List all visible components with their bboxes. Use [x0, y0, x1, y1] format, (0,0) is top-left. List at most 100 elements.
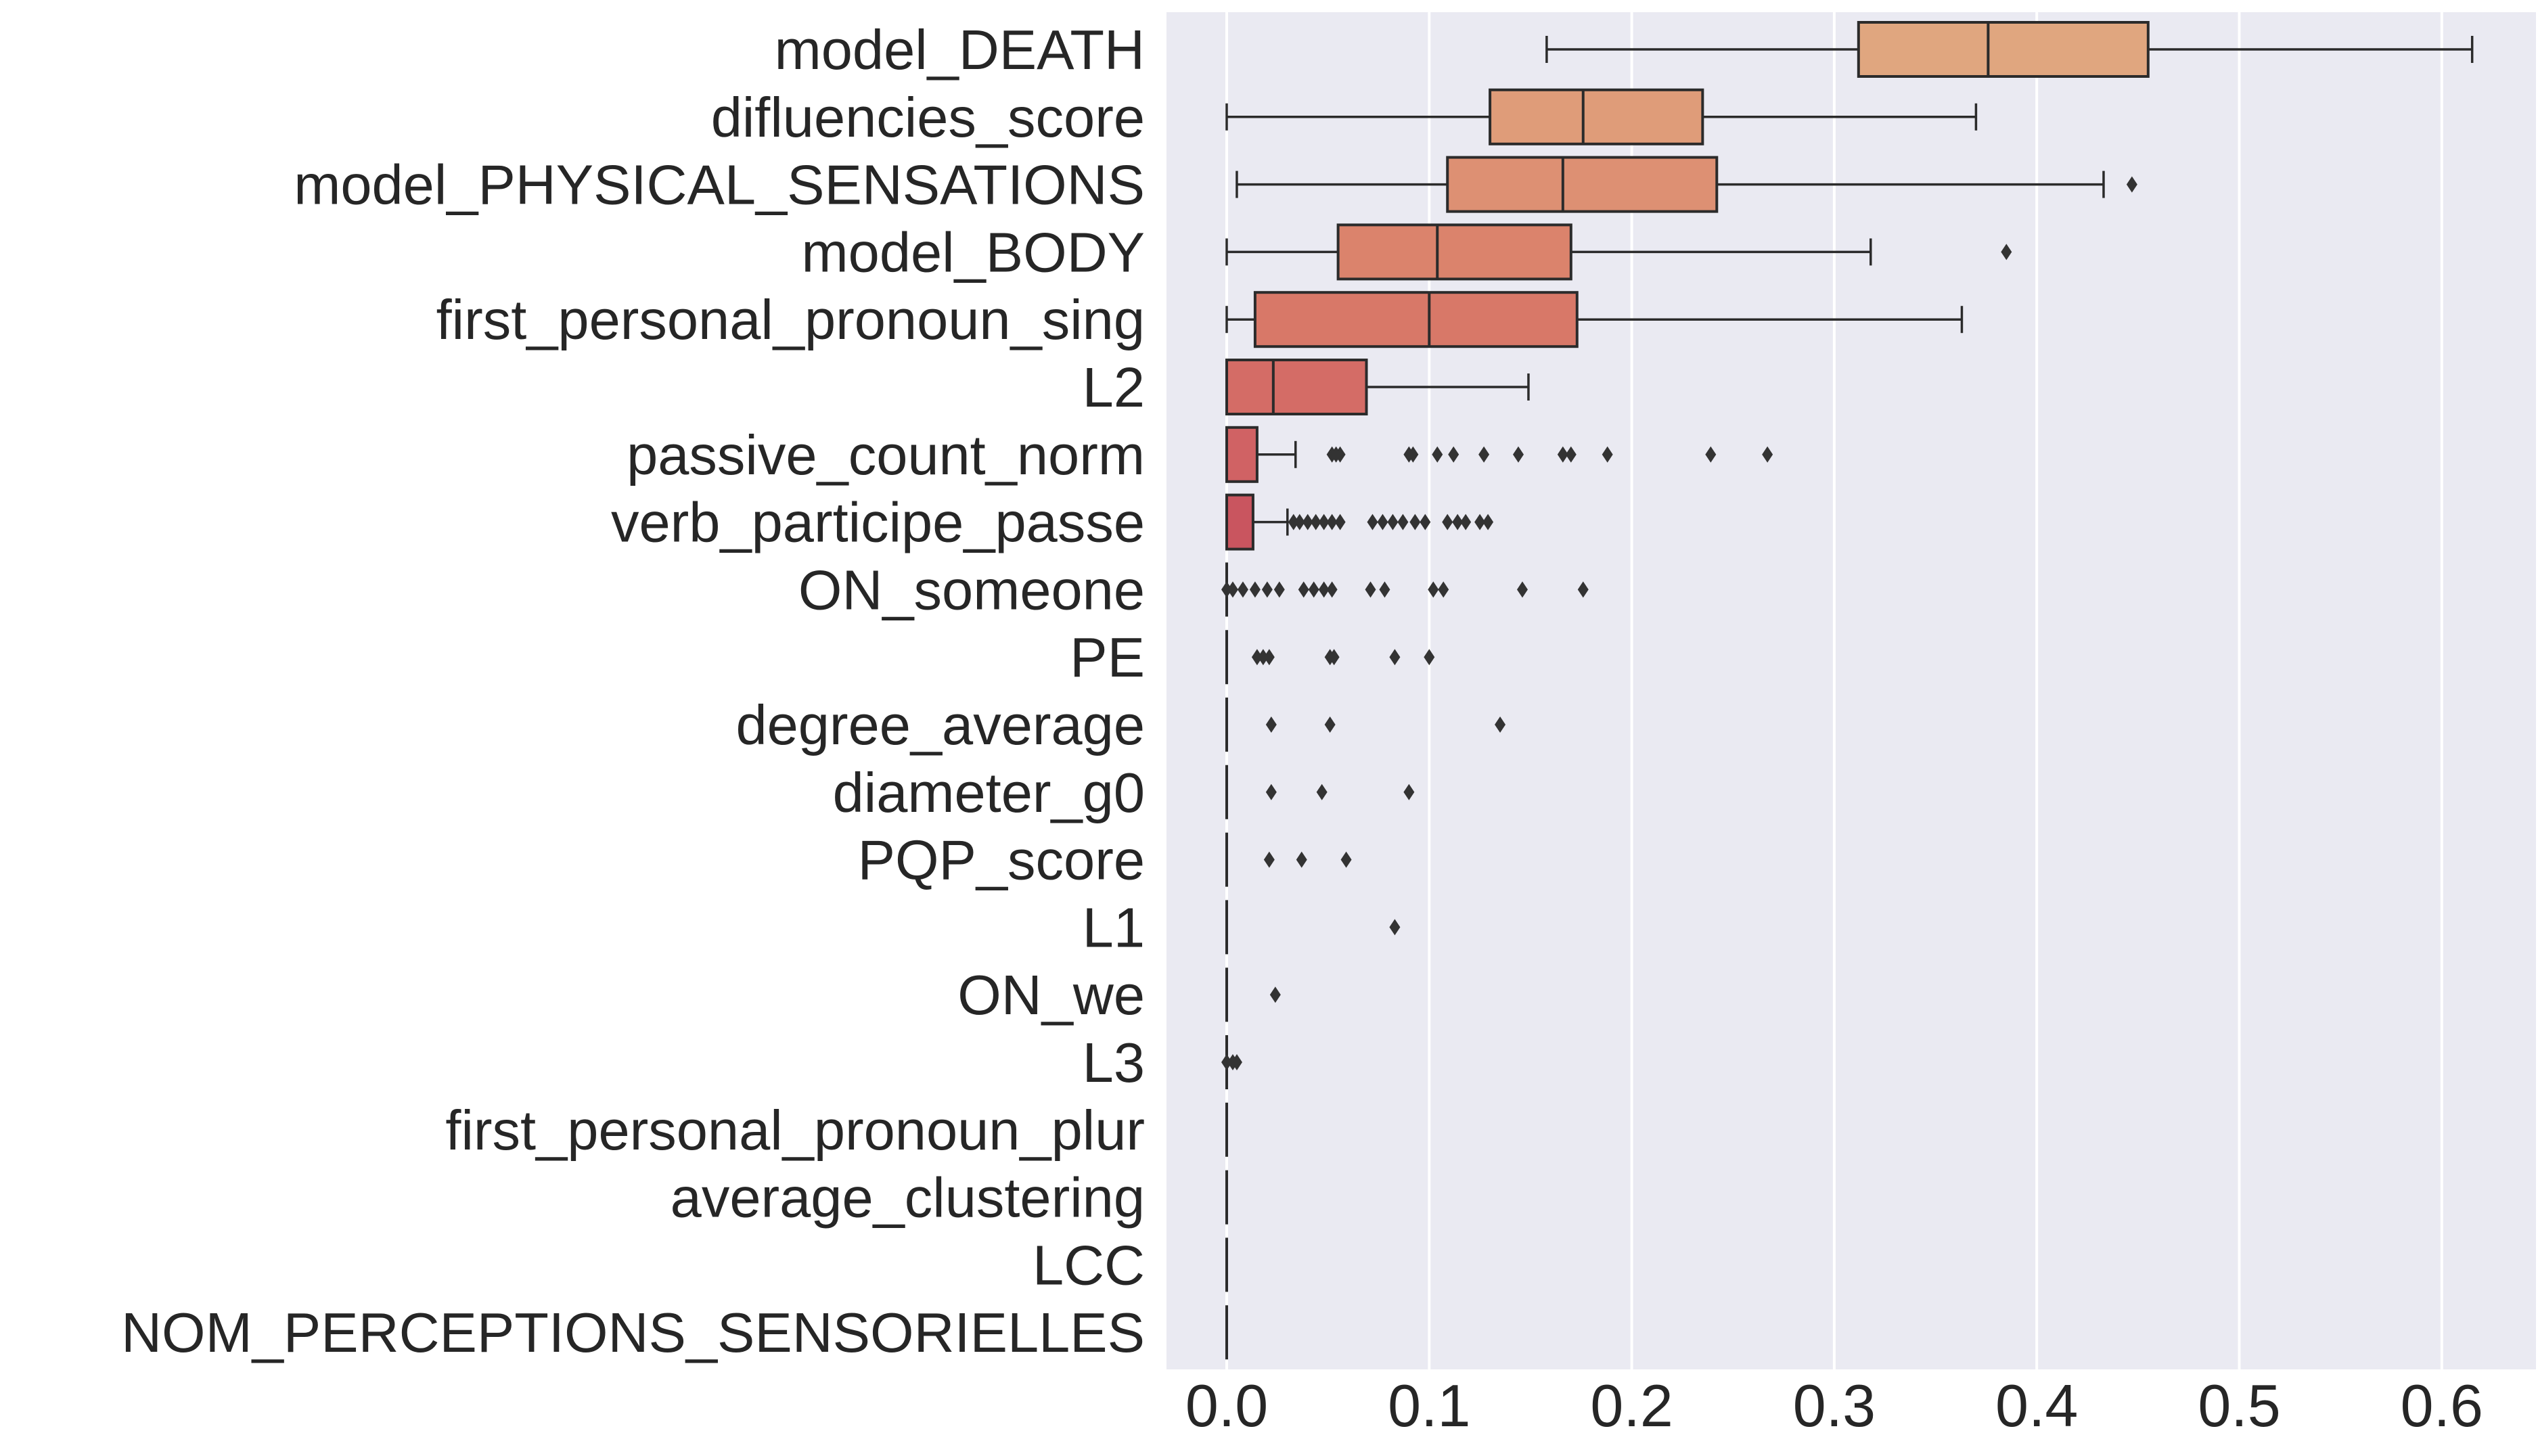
- outlier-point: [1324, 716, 1336, 733]
- outlier-point: [1428, 581, 1439, 598]
- x-tick-label: 0.0: [1185, 1372, 1268, 1439]
- outlier-point: [1565, 446, 1577, 463]
- outlier-point: [1261, 581, 1273, 598]
- outlier-point: [1762, 446, 1773, 463]
- box-group: [1225, 359, 1530, 415]
- y-category-label: PE: [1070, 626, 1145, 689]
- y-category-label: PQP_score: [858, 829, 1145, 892]
- outlier-point: [1273, 581, 1285, 598]
- outlier-point: [1249, 581, 1261, 598]
- box-group: [1225, 968, 1281, 1022]
- iqr-box: [1225, 493, 1254, 551]
- outlier-point: [1251, 649, 1263, 666]
- box-group: [1221, 1035, 1242, 1089]
- box-group: [1225, 765, 1415, 819]
- iqr-box: [1489, 88, 1704, 145]
- iqr-box: [1336, 223, 1572, 281]
- outlier-point: [1365, 581, 1376, 598]
- y-category-label: ON_we: [957, 963, 1145, 1026]
- outlier-point: [1389, 919, 1401, 936]
- outlier-point: [1442, 514, 1453, 530]
- outlier-point: [1221, 1054, 1232, 1070]
- box-group: [1236, 156, 2137, 213]
- outlier-point: [1407, 446, 1419, 463]
- outlier-point: [1409, 514, 1421, 530]
- outlier-point: [1495, 716, 1506, 733]
- y-category-label: first_personal_pronoun_plur: [445, 1099, 1145, 1162]
- iqr-box: [1225, 359, 1368, 415]
- outlier-point: [1237, 581, 1248, 598]
- outlier-point: [1377, 514, 1388, 530]
- y-category-label: L2: [1083, 356, 1145, 419]
- outlier-point: [1296, 851, 1307, 868]
- x-tick-label: 0.4: [1995, 1372, 2078, 1439]
- outlier-point: [1334, 514, 1346, 530]
- y-category-label: degree_average: [735, 693, 1145, 756]
- y-category-label: verb_participe_passe: [611, 491, 1145, 554]
- iqr-box: [1446, 156, 1719, 213]
- y-category-label: L1: [1083, 896, 1145, 959]
- outlier-point: [1367, 514, 1378, 530]
- outlier-point: [1420, 514, 1431, 530]
- box-group: [1225, 223, 2012, 281]
- box-group: [1225, 493, 1494, 551]
- box-group: [1225, 832, 1352, 887]
- y-category-label: LCC: [1033, 1233, 1145, 1296]
- outlier-point: [1482, 514, 1494, 530]
- outlier-point: [2001, 244, 2012, 260]
- outlier-point: [1302, 514, 1313, 530]
- outlier-point: [1265, 783, 1277, 800]
- outlier-point: [1512, 446, 1524, 463]
- outlier-point: [1263, 649, 1275, 666]
- outlier-point: [1557, 446, 1568, 463]
- y-category-label: model_BODY: [802, 221, 1145, 283]
- outlier-point: [1452, 514, 1464, 530]
- outlier-point: [1310, 514, 1321, 530]
- outlier-point: [1389, 649, 1401, 666]
- outlier-point: [1474, 514, 1486, 530]
- y-category-label: NOM_PERCEPTIONS_SENSORIELLES: [121, 1301, 1145, 1364]
- box-group: [1225, 630, 1435, 685]
- outlier-point: [1257, 649, 1269, 666]
- outlier-point: [1288, 514, 1299, 530]
- y-category-label: model_PHYSICAL_SENSATIONS: [294, 154, 1145, 217]
- x-tick-label: 0.3: [1793, 1372, 1876, 1439]
- outlier-point: [1448, 446, 1459, 463]
- outlier-point: [1460, 514, 1472, 530]
- y-category-label: diameter_g0: [833, 761, 1145, 824]
- y-category-label: model_DEATH: [775, 18, 1145, 81]
- outlier-point: [1316, 783, 1328, 800]
- outlier-point: [1602, 446, 1613, 463]
- outlier-point: [1424, 649, 1435, 666]
- x-axis-tick-labels: 0.0 0.1 0.2 0.3 0.4 0.5 0.6: [1185, 1372, 2483, 1439]
- boxes: [1221, 21, 2474, 1360]
- plot-area: [1166, 12, 2536, 1369]
- outlier-point: [1516, 581, 1528, 598]
- x-tick-label: 0.6: [2401, 1372, 2483, 1439]
- outlier-point: [1269, 986, 1281, 1003]
- outlier-point: [1221, 581, 1232, 598]
- box-group: [1225, 291, 1964, 348]
- y-category-label: ON_someone: [798, 558, 1145, 621]
- box-group: [1225, 88, 1978, 145]
- outlier-point: [1328, 649, 1340, 666]
- outlier-point: [1334, 446, 1346, 463]
- outlier-point: [1227, 581, 1238, 598]
- outlier-point: [1298, 581, 1309, 598]
- outlier-point: [1265, 716, 1277, 733]
- outlier-point: [1326, 514, 1338, 530]
- y-category-label: L3: [1083, 1031, 1145, 1094]
- iqr-box: [1225, 426, 1259, 483]
- outlier-point: [1432, 446, 1443, 463]
- outlier-point: [1318, 514, 1330, 530]
- x-tick-label: 0.2: [1590, 1372, 1673, 1439]
- box-group: [1221, 562, 1589, 617]
- iqr-box: [1857, 21, 2150, 78]
- iqr-box: [1253, 291, 1579, 348]
- outlier-point: [1438, 581, 1449, 598]
- outlier-point: [1397, 514, 1409, 530]
- outlier-point: [1387, 514, 1399, 530]
- y-category-label: first_personal_pronoun_sing: [436, 288, 1145, 351]
- outlier-point: [1318, 581, 1330, 598]
